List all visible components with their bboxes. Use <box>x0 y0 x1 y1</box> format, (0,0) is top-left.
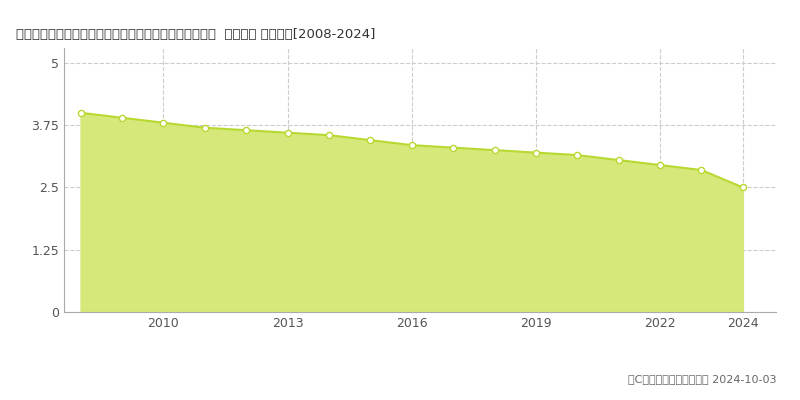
Point <box>695 167 708 173</box>
Point <box>240 127 253 133</box>
Point <box>281 130 294 136</box>
Point <box>488 147 501 153</box>
Text: （C）土地価格ドットコム 2024-10-03: （C）土地価格ドットコム 2024-10-03 <box>627 374 776 384</box>
Point <box>157 120 170 126</box>
Point <box>115 114 128 121</box>
Point <box>571 152 584 158</box>
Point <box>446 144 459 151</box>
Point <box>530 150 542 156</box>
Point <box>654 162 666 168</box>
Text: 佐賀県佐賀市川副町大字大許間字二本松八角４９９番５  基準地価 地価推移[2008-2024]: 佐賀県佐賀市川副町大字大許間字二本松八角４９９番５ 基準地価 地価推移[2008… <box>16 28 375 41</box>
Point <box>74 110 87 116</box>
Point <box>737 184 750 191</box>
Point <box>612 157 625 163</box>
Point <box>364 137 377 143</box>
Point <box>198 124 211 131</box>
Point <box>406 142 418 148</box>
Point <box>322 132 335 138</box>
